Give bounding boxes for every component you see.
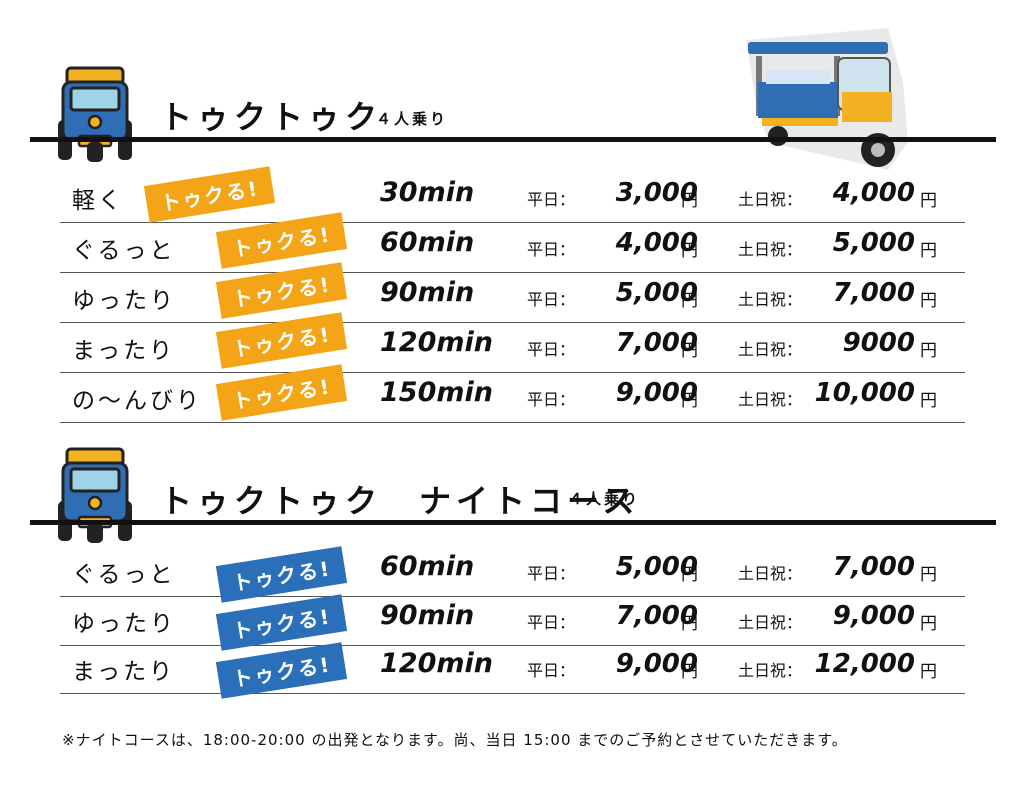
weekday-price: 9,000 [615, 649, 698, 679]
weekday-label: 平日： [527, 564, 576, 583]
tuktuk-icon [55, 62, 135, 166]
course-name: ゆったり [72, 288, 176, 314]
night-course-note: ※ナイトコースは、18:00-20:00 の出発となります。尚、当日 15:00… [62, 731, 848, 749]
duration: 150min [380, 377, 493, 408]
weekend-price: 4,000 [832, 178, 915, 208]
section2-rule [30, 520, 996, 525]
table-row: ぐるっと 60min 平日： 4,000 円 土日祝： 5,000 円 [60, 222, 965, 273]
weekend-currency: 円 [920, 341, 937, 361]
weekend-currency: 円 [920, 565, 937, 585]
weekend-currency: 円 [920, 614, 937, 634]
weekend-currency: 円 [920, 241, 937, 261]
weekend-price: 5,000 [832, 228, 915, 258]
weekday-currency: 円 [681, 191, 698, 211]
tuktuk-icon [55, 443, 135, 547]
weekend-label: 土日祝： [738, 661, 803, 680]
weekend-currency: 円 [920, 662, 937, 682]
weekday-price: 5,000 [615, 552, 698, 582]
weekend-label: 土日祝： [738, 190, 803, 209]
weekend-price: 12,000 [814, 649, 915, 679]
weekday-price: 9,000 [615, 378, 698, 408]
table-row: の～んびり 150min 平日： 9,000 円 土日祝： 10,000 円 [60, 372, 965, 423]
weekend-price: 7,000 [832, 278, 915, 308]
duration: 60min [380, 227, 475, 258]
weekday-price: 5,000 [615, 278, 698, 308]
weekend-label: 土日祝： [738, 390, 803, 409]
weekday-label: 平日： [527, 290, 576, 309]
duration: 90min [380, 277, 475, 308]
weekend-price: 9,000 [832, 601, 915, 631]
table-row: ぐるっと 60min 平日： 5,000 円 土日祝： 7,000 円 [60, 546, 965, 597]
weekend-label: 土日祝： [738, 613, 803, 632]
weekend-price: 9000 [842, 328, 915, 358]
duration: 90min [380, 600, 475, 631]
weekday-label: 平日： [527, 390, 576, 409]
weekday-label: 平日： [527, 661, 576, 680]
section1-title: トゥクトゥク [160, 98, 383, 136]
weekday-currency: 円 [681, 391, 698, 411]
weekend-currency: 円 [920, 191, 937, 211]
duration: 120min [380, 648, 493, 679]
duration: 30min [380, 177, 475, 208]
weekday-currency: 円 [681, 291, 698, 311]
course-name: 軽く [72, 188, 124, 214]
weekend-label: 土日祝： [738, 290, 803, 309]
section1-subtitle: ４人乗り [376, 110, 449, 128]
weekend-currency: 円 [920, 291, 937, 311]
weekday-currency: 円 [681, 341, 698, 361]
weekday-label: 平日： [527, 190, 576, 209]
weekday-currency: 円 [681, 241, 698, 261]
table-row: ゆったり 90min 平日： 7,000 円 土日祝： 9,000 円 [60, 595, 965, 646]
weekday-label: 平日： [527, 240, 576, 259]
weekday-currency: 円 [681, 614, 698, 634]
tuktuk-photo [738, 22, 920, 172]
course-name: まったり [72, 659, 176, 685]
section2-title: トゥクトゥク ナイトコース [160, 482, 640, 520]
weekend-price: 10,000 [814, 378, 915, 408]
course-name: まったり [72, 338, 176, 364]
section2-subtitle: ４人乗り [568, 490, 641, 508]
weekday-price: 3,000 [615, 178, 698, 208]
duration: 60min [380, 551, 475, 582]
weekday-label: 平日： [527, 340, 576, 359]
weekend-label: 土日祝： [738, 564, 803, 583]
weekday-price: 4,000 [615, 228, 698, 258]
weekday-currency: 円 [681, 662, 698, 682]
weekday-price: 7,000 [615, 601, 698, 631]
weekday-currency: 円 [681, 565, 698, 585]
weekend-label: 土日祝： [738, 240, 803, 259]
weekday-label: 平日： [527, 613, 576, 632]
table-row: まったり 120min 平日： 7,000 円 土日祝： 9000 円 [60, 322, 965, 373]
table-row: まったり 120min 平日： 9,000 円 土日祝： 12,000 円 [60, 643, 965, 694]
table-row: 軽く 30min 平日： 3,000 円 土日祝： 4,000 円 [60, 172, 965, 223]
weekend-currency: 円 [920, 391, 937, 411]
section1-rule [30, 137, 996, 142]
weekday-price: 7,000 [615, 328, 698, 358]
weekend-label: 土日祝： [738, 340, 803, 359]
weekend-price: 7,000 [832, 552, 915, 582]
duration: 120min [380, 327, 493, 358]
table-row: ゆったり 90min 平日： 5,000 円 土日祝： 7,000 円 [60, 272, 965, 323]
course-name: ぐるっと [72, 562, 176, 588]
course-name: ゆったり [72, 611, 176, 637]
course-name: の～んびり [72, 388, 202, 414]
course-name: ぐるっと [72, 238, 176, 264]
